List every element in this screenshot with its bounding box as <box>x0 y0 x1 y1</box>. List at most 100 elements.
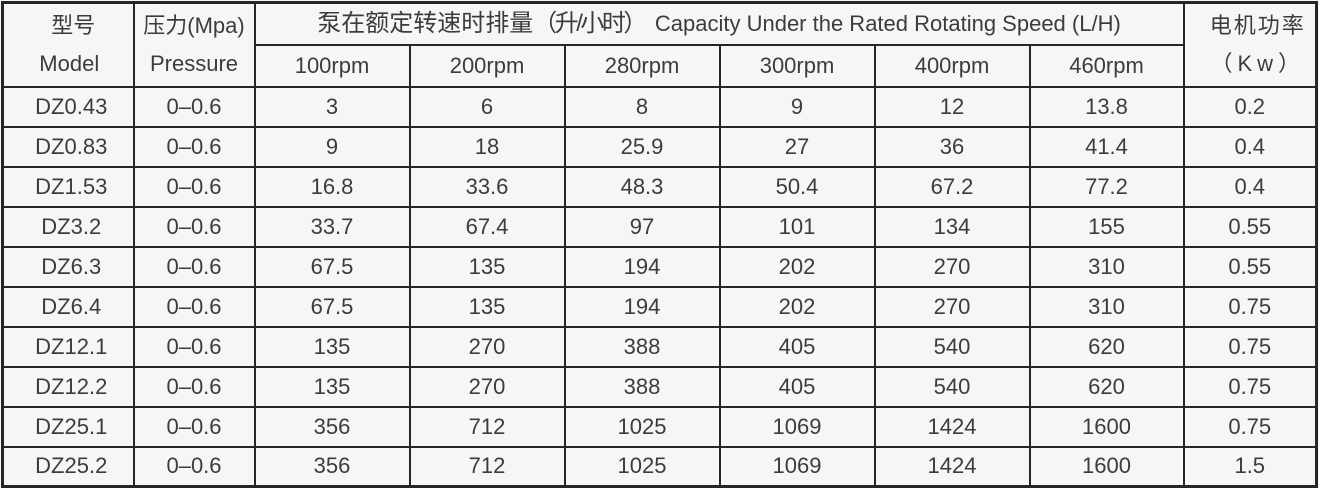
capacity-460rpm-cell: 155 <box>1028 205 1185 248</box>
model-cell: DZ12.2 <box>1 365 135 408</box>
capacity-100rpm-cell: 356 <box>253 405 411 448</box>
table-body: DZ0.43 0–0.6 3 6 8 9 12 13.8 0.2 DZ0.83 … <box>1 85 1318 488</box>
header-speed-300rpm: 300rpm <box>718 43 876 88</box>
capacity-400rpm-cell: 36 <box>873 125 1031 168</box>
model-cell: DZ0.43 <box>1 85 135 128</box>
capacity-300rpm-cell: 27 <box>718 125 876 168</box>
motor-power-cell: 0.4 <box>1182 125 1318 168</box>
header-motor-power-unit: （Kw） <box>1210 50 1306 76</box>
pressure-cell: 0–0.6 <box>132 245 256 288</box>
table-row: DZ12.1 0–0.6 135 270 388 405 540 620 0.7… <box>1 325 1318 368</box>
capacity-460rpm-cell: 620 <box>1028 325 1185 368</box>
header-pressure-en: Pressure <box>149 50 239 76</box>
capacity-280rpm-cell: 1025 <box>563 445 721 488</box>
header-speed-280rpm: 280rpm <box>563 43 721 88</box>
capacity-300rpm-cell: 405 <box>718 325 876 368</box>
capacity-200rpm-cell: 33.6 <box>408 165 566 208</box>
capacity-460rpm-cell: 41.4 <box>1028 125 1185 168</box>
capacity-280rpm-cell: 388 <box>563 365 721 408</box>
model-cell: DZ25.2 <box>1 445 135 488</box>
capacity-300rpm-cell: 405 <box>718 365 876 408</box>
table-row: DZ3.2 0–0.6 33.7 67.4 97 101 134 155 0.5… <box>1 205 1318 248</box>
capacity-280rpm-cell: 388 <box>563 325 721 368</box>
capacity-400rpm-cell: 270 <box>873 285 1031 328</box>
capacity-400rpm-cell: 1424 <box>873 445 1031 488</box>
capacity-100rpm-cell: 9 <box>253 125 411 168</box>
capacity-460rpm-cell: 77.2 <box>1028 165 1185 208</box>
model-cell: DZ3.2 <box>1 205 135 248</box>
pressure-cell: 0–0.6 <box>132 365 256 408</box>
pressure-cell: 0–0.6 <box>132 325 256 368</box>
table-row: DZ25.1 0–0.6 356 712 1025 1069 1424 1600… <box>1 405 1318 448</box>
capacity-100rpm-cell: 67.5 <box>253 285 411 328</box>
capacity-200rpm-cell: 712 <box>408 445 566 488</box>
pressure-cell: 0–0.6 <box>132 85 256 128</box>
capacity-300rpm-cell: 50.4 <box>718 165 876 208</box>
header-speed-200rpm: 200rpm <box>408 43 566 88</box>
header-capacity-unit: （升/小时） <box>533 10 647 38</box>
motor-power-cell: 0.75 <box>1182 325 1318 368</box>
capacity-200rpm-cell: 135 <box>408 245 566 288</box>
capacity-100rpm-cell: 3 <box>253 85 411 128</box>
capacity-300rpm-cell: 101 <box>718 205 876 248</box>
pressure-cell: 0–0.6 <box>132 285 256 328</box>
capacity-300rpm-cell: 1069 <box>718 445 876 488</box>
capacity-400rpm-cell: 67.2 <box>873 165 1031 208</box>
table-row: DZ6.4 0–0.6 67.5 135 194 202 270 310 0.7… <box>1 285 1318 328</box>
table-row: DZ1.53 0–0.6 16.8 33.6 48.3 50.4 67.2 77… <box>1 165 1318 208</box>
capacity-280rpm-cell: 1025 <box>563 405 721 448</box>
motor-power-cell: 0.75 <box>1182 405 1318 448</box>
capacity-200rpm-cell: 6 <box>408 85 566 128</box>
capacity-300rpm-cell: 1069 <box>718 405 876 448</box>
table-header: 型号 Model 压力(Mpa) Pressure 泵在额定转速时排量（升/小时… <box>1 1 1318 88</box>
capacity-400rpm-cell: 540 <box>873 325 1031 368</box>
model-cell: DZ0.83 <box>1 125 135 168</box>
pressure-cell: 0–0.6 <box>132 125 256 168</box>
capacity-280rpm-cell: 194 <box>563 245 721 288</box>
header-model-zh: 型号 <box>51 12 96 38</box>
header-capacity-en: Capacity Under the Rated Rotating Speed … <box>654 11 1121 37</box>
capacity-460rpm-cell: 620 <box>1028 365 1185 408</box>
capacity-200rpm-cell: 18 <box>408 125 566 168</box>
table-row: DZ12.2 0–0.6 135 270 388 405 540 620 0.7… <box>1 365 1318 408</box>
capacity-300rpm-cell: 202 <box>718 285 876 328</box>
motor-power-cell: 0.75 <box>1182 365 1318 408</box>
model-cell: DZ6.3 <box>1 245 135 288</box>
capacity-100rpm-cell: 33.7 <box>253 205 411 248</box>
header-pressure-zh: 压力(Mpa) <box>143 12 245 38</box>
capacity-400rpm-cell: 1424 <box>873 405 1031 448</box>
capacity-100rpm-cell: 135 <box>253 365 411 408</box>
model-cell: DZ25.1 <box>1 405 135 448</box>
capacity-300rpm-cell: 202 <box>718 245 876 288</box>
capacity-280rpm-cell: 48.3 <box>563 165 721 208</box>
capacity-400rpm-cell: 12 <box>873 85 1031 128</box>
capacity-400rpm-cell: 270 <box>873 245 1031 288</box>
capacity-200rpm-cell: 712 <box>408 405 566 448</box>
capacity-460rpm-cell: 1600 <box>1028 405 1185 448</box>
pressure-cell: 0–0.6 <box>132 165 256 208</box>
model-cell: DZ12.1 <box>1 325 135 368</box>
table-row: DZ0.43 0–0.6 3 6 8 9 12 13.8 0.2 <box>1 85 1318 128</box>
model-cell: DZ6.4 <box>1 285 135 328</box>
capacity-300rpm-cell: 9 <box>718 85 876 128</box>
header-row-speeds: 100rpm 200rpm 280rpm 300rpm 400rpm 460rp… <box>3 43 1317 88</box>
capacity-200rpm-cell: 67.4 <box>408 205 566 248</box>
table-row: DZ0.83 0–0.6 9 18 25.9 27 36 41.4 0.4 <box>1 125 1318 168</box>
capacity-200rpm-cell: 135 <box>408 285 566 328</box>
header-motor-power-zh: 电机功率 <box>1209 12 1306 38</box>
capacity-100rpm-cell: 135 <box>253 325 411 368</box>
header-pressure: 压力(Mpa) Pressure <box>132 1 256 88</box>
header-model: 型号 Model <box>1 1 135 88</box>
capacity-280rpm-cell: 97 <box>563 205 721 248</box>
capacity-280rpm-cell: 194 <box>563 285 721 328</box>
pressure-cell: 0–0.6 <box>132 205 256 248</box>
capacity-400rpm-cell: 134 <box>873 205 1031 248</box>
capacity-460rpm-cell: 13.8 <box>1028 85 1185 128</box>
motor-power-cell: 0.4 <box>1182 165 1318 208</box>
model-cell: DZ1.53 <box>1 165 135 208</box>
header-speed-460rpm: 460rpm <box>1028 43 1185 88</box>
capacity-280rpm-cell: 8 <box>563 85 721 128</box>
capacity-200rpm-cell: 270 <box>408 365 566 408</box>
